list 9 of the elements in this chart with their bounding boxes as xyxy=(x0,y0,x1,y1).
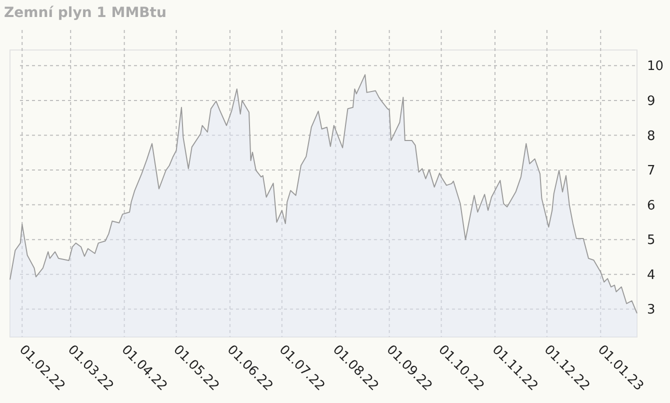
y-tick-label: 5 xyxy=(647,233,656,248)
chart-title: Zemní plyn 1 MMBtu xyxy=(4,5,166,21)
y-tick-label: 9 xyxy=(647,94,656,109)
y-tick-label: 4 xyxy=(647,268,656,283)
y-tick-label: 10 xyxy=(647,59,664,74)
y-tick-label: 8 xyxy=(647,128,656,144)
y-tick-label: 3 xyxy=(647,302,656,318)
y-tick-label: 7 xyxy=(647,164,656,179)
y-tick-label: 6 xyxy=(647,198,656,214)
